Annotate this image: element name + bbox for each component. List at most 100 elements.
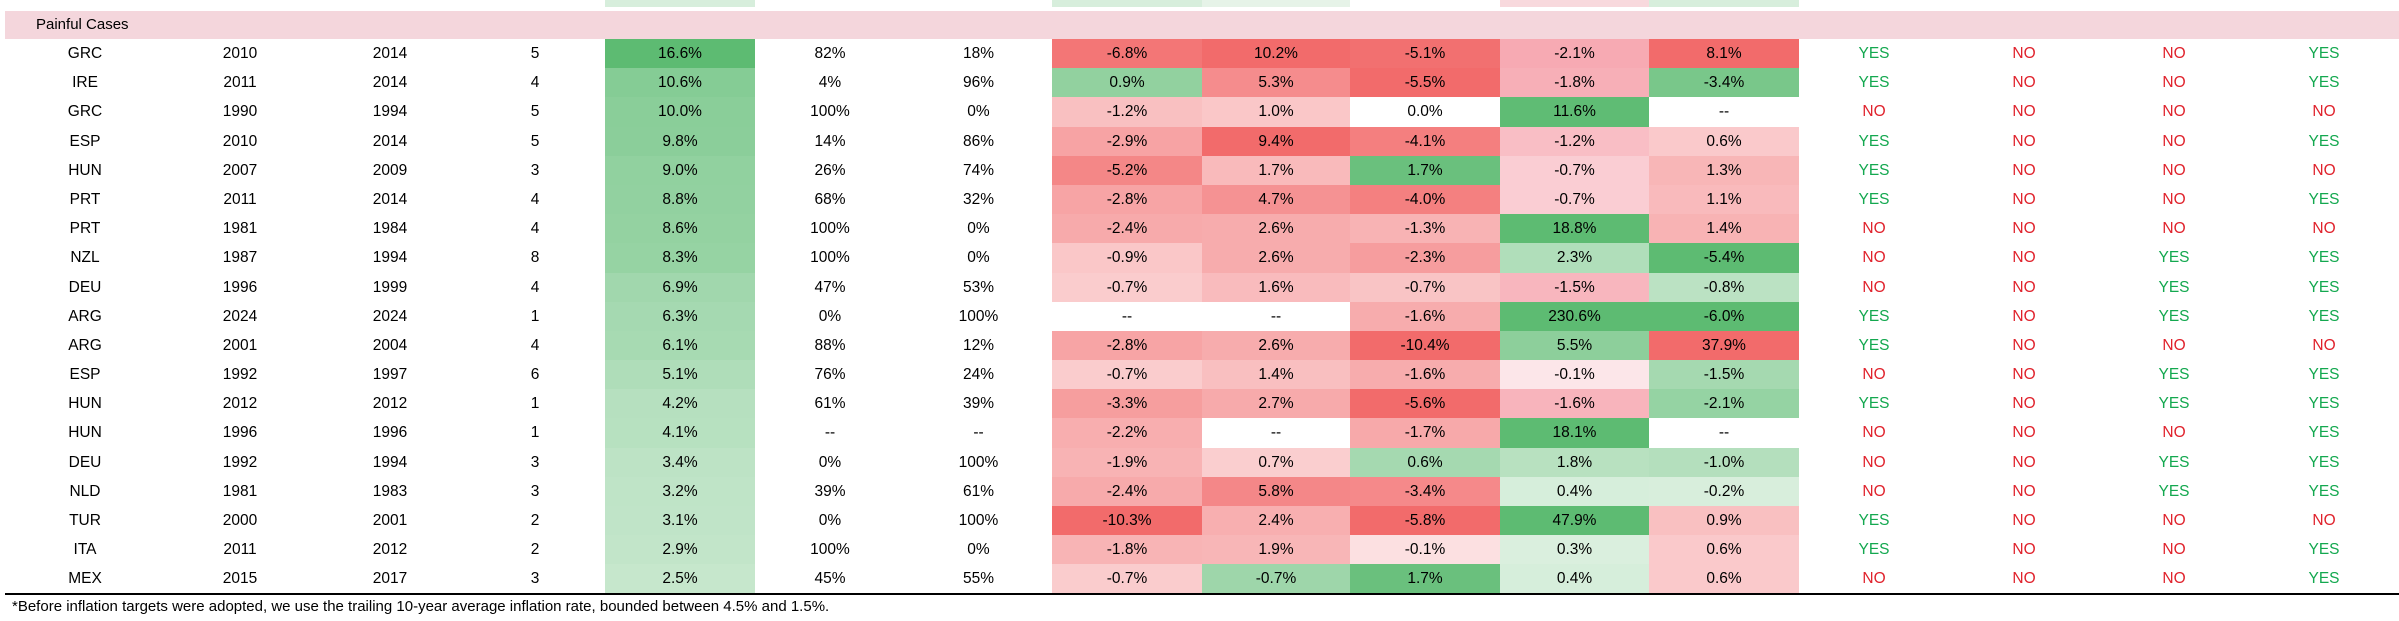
peak-metric-cell: 6.1% bbox=[605, 330, 755, 361]
metric-5-cell: -0.2% bbox=[1649, 476, 1799, 506]
table-row: NZL 1987 1994 8 8.3% 100% 0% -0.9% 2.6% -2.3% 2.3%… bbox=[5, 243, 2399, 273]
flag-4-cell: YES bbox=[2308, 132, 2340, 150]
share-b-cell: 74% bbox=[962, 161, 995, 179]
flag-2-cell: NO bbox=[2012, 278, 2036, 296]
duration-cell: 4 bbox=[530, 220, 540, 238]
flag-1-cell: NO bbox=[1862, 424, 1886, 442]
country-cell: ARG bbox=[68, 307, 102, 325]
peak-metric-cell: 6.3% bbox=[605, 301, 755, 331]
metric-5-cell: -1.0% bbox=[1649, 447, 1799, 477]
table-row: TUR 2000 2001 2 3.1% 0% 100% -10.3% 2.4% -5.8% 47.… bbox=[5, 506, 2399, 536]
peak-metric-cell: 3.4% bbox=[605, 447, 755, 477]
share-b-cell: 0% bbox=[967, 220, 990, 238]
metric-3-cell: 1.7% bbox=[1350, 564, 1500, 594]
share-a-cell: 82% bbox=[814, 45, 846, 62]
share-a-cell: 4% bbox=[818, 74, 842, 92]
metric-4-cell: 230.6% bbox=[1500, 301, 1649, 331]
metric-2-cell: 10.2% bbox=[1202, 39, 1350, 69]
share-b-cell: 61% bbox=[962, 482, 995, 500]
share-a-cell: 39% bbox=[814, 482, 846, 500]
flag-2-cell: NO bbox=[2012, 161, 2036, 179]
start-year-cell: 1992 bbox=[222, 453, 258, 471]
table-row: PRT 1981 1984 4 8.6% 100% 0% -2.4% 2.6% -1.3% 18.8… bbox=[5, 214, 2399, 244]
metric-5-cell: -1.5% bbox=[1649, 360, 1799, 390]
peak-metric-cell: 8.3% bbox=[605, 243, 755, 273]
country-cell: ARG bbox=[68, 336, 102, 354]
flag-4-cell: YES bbox=[2308, 307, 2340, 325]
country-cell: GRC bbox=[67, 103, 103, 121]
share-b-cell: 18% bbox=[962, 45, 995, 62]
flag-1-cell: NO bbox=[1862, 278, 1886, 296]
flag-1-cell: YES bbox=[1858, 190, 1890, 208]
country-cell: HUN bbox=[68, 395, 102, 413]
peak-metric-cell: 3.1% bbox=[605, 506, 755, 536]
flag-4-cell: NO bbox=[2312, 336, 2336, 354]
table-row: DEU 1996 1999 4 6.9% 47% 53% -0.7% 1.6% -0.7% -1.5… bbox=[5, 272, 2399, 302]
data-table: GRC 2010 2014 5 16.6% 82% 18% -6.8% 10.2% -5.1% -2… bbox=[5, 39, 2399, 594]
share-a-cell: 0% bbox=[818, 307, 842, 325]
end-year-cell: 1983 bbox=[372, 482, 408, 500]
peak-metric-cell: 8.8% bbox=[605, 184, 755, 215]
flag-4-cell: YES bbox=[2308, 278, 2340, 296]
peak-metric-cell: 8.6% bbox=[605, 214, 755, 244]
peak-metric-cell: 4.2% bbox=[605, 389, 755, 419]
end-year-cell: 1984 bbox=[372, 220, 408, 238]
metric-3-cell: -4.0% bbox=[1350, 184, 1500, 215]
flag-3-cell: NO bbox=[2162, 220, 2186, 238]
flag-3-cell: NO bbox=[2162, 161, 2186, 179]
metric-3-cell: -2.3% bbox=[1350, 243, 1500, 273]
end-year-cell: 2009 bbox=[372, 161, 408, 179]
metric-4-cell: 47.9% bbox=[1500, 506, 1649, 536]
end-year-cell: 1994 bbox=[372, 453, 408, 471]
metric-1-cell: -1.2% bbox=[1052, 97, 1202, 127]
metric-2-cell: 0.7% bbox=[1202, 447, 1350, 477]
end-year-cell: 1999 bbox=[372, 278, 408, 296]
metric-4-cell: 11.6% bbox=[1500, 97, 1649, 127]
share-a-cell: 61% bbox=[814, 395, 846, 413]
metric-3-cell: -1.6% bbox=[1350, 301, 1500, 331]
bottom-rule bbox=[5, 593, 2399, 595]
share-a-cell: 14% bbox=[814, 132, 846, 150]
end-year-cell: 1996 bbox=[372, 424, 408, 442]
duration-cell: 4 bbox=[530, 190, 540, 208]
peak-metric-cell: 10.6% bbox=[605, 68, 755, 98]
end-year-cell: 2014 bbox=[372, 45, 408, 62]
flag-3-cell: NO bbox=[2162, 541, 2186, 559]
duration-cell: 3 bbox=[530, 453, 540, 471]
flag-2-cell: NO bbox=[2012, 336, 2036, 354]
flag-4-cell: YES bbox=[2308, 395, 2340, 413]
metric-2-cell: 1.7% bbox=[1202, 155, 1350, 185]
share-a-cell: 0% bbox=[818, 453, 842, 471]
flag-2-cell: NO bbox=[2012, 512, 2036, 529]
metric-1-cell: -3.3% bbox=[1052, 389, 1202, 419]
header-strip-cell bbox=[1649, 0, 1799, 7]
flag-1-cell: NO bbox=[1862, 103, 1886, 121]
start-year-cell: 2007 bbox=[222, 161, 258, 179]
country-cell: NZL bbox=[70, 249, 100, 267]
metric-3-cell: -0.1% bbox=[1350, 535, 1500, 565]
metric-5-cell: -5.4% bbox=[1649, 243, 1799, 273]
flag-1-cell: NO bbox=[1862, 220, 1886, 238]
share-b-cell: 86% bbox=[962, 132, 995, 150]
share-b-cell: 53% bbox=[962, 278, 995, 296]
end-year-cell: 2014 bbox=[372, 190, 408, 208]
share-a-cell: -- bbox=[824, 424, 836, 442]
metric-3-cell: -5.1% bbox=[1350, 39, 1500, 69]
metric-5-cell: 0.6% bbox=[1649, 535, 1799, 565]
flag-3-cell: YES bbox=[2158, 249, 2190, 267]
flag-1-cell: NO bbox=[1862, 482, 1886, 500]
end-year-cell: 2012 bbox=[372, 395, 408, 413]
metric-1-cell: -1.9% bbox=[1052, 447, 1202, 477]
metric-1-cell: -0.9% bbox=[1052, 243, 1202, 273]
table-row: ARG 2024 2024 1 6.3% 0% 100% -- -- -1.6% 230.6% -6.… bbox=[5, 301, 2399, 331]
peak-metric-cell: 9.0% bbox=[605, 155, 755, 185]
header-strip-cell bbox=[1202, 0, 1350, 7]
flag-4-cell: YES bbox=[2308, 366, 2340, 384]
flag-3-cell: NO bbox=[2162, 424, 2186, 442]
flag-2-cell: NO bbox=[2012, 249, 2036, 267]
header-strip-cell bbox=[1500, 0, 1649, 7]
metric-2-cell: 5.3% bbox=[1202, 68, 1350, 98]
flag-3-cell: NO bbox=[2162, 103, 2186, 121]
country-cell: GRC bbox=[67, 45, 103, 62]
metric-2-cell: -0.7% bbox=[1202, 564, 1350, 594]
